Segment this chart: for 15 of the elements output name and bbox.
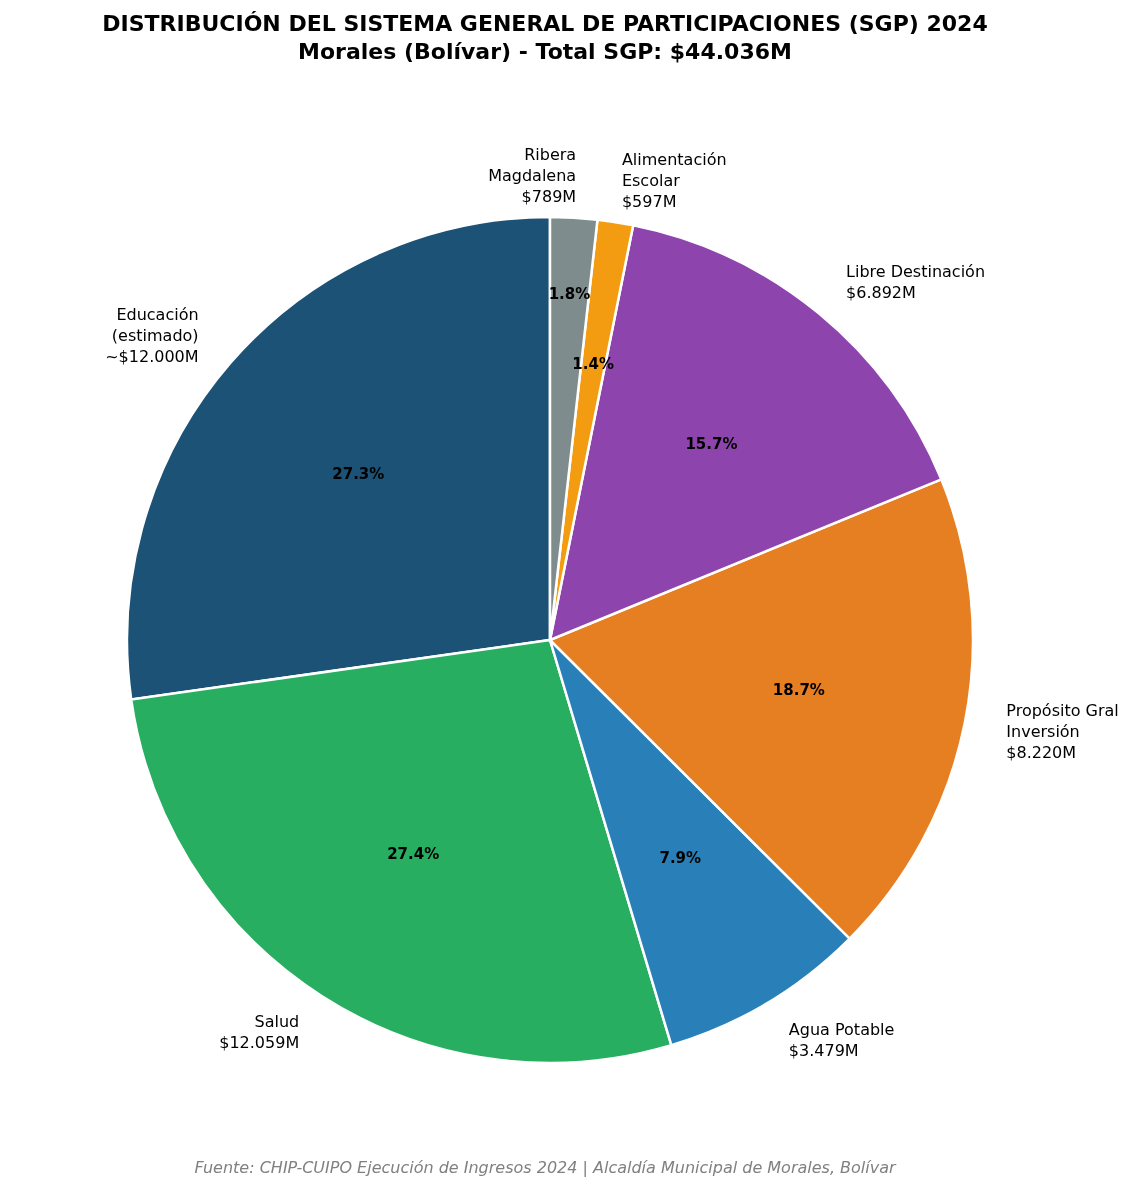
- data-label: 27.3%: [332, 464, 385, 483]
- chart-title: DISTRIBUCIÓN DEL SISTEMA GENERAL DE PARTICIPACIONES (SGP) 2024: [101, 10, 989, 38]
- slice-label: Salud $12.059M: [219, 1011, 300, 1052]
- slice-label: Alimentación Escolar $597M: [621, 149, 727, 211]
- slice-label: Propósito Gral Inversión $8.220M: [1006, 700, 1119, 762]
- data-label: 18.7%: [772, 680, 825, 699]
- slice-label: Libre Destinación $6.892M: [846, 261, 986, 302]
- source-note: Fuente: CHIP-CUIPO Ejecución de Ingresos 2024 | Alcaldía Municipal de Morales, Bolívar: [193, 1158, 898, 1177]
- chart-subtitle: Morales (Bolívar) - Total SGP: $44.036M: [297, 38, 793, 66]
- slice-label: Educación (estimado) ~$12.000M: [105, 304, 199, 366]
- data-label: 15.7%: [685, 435, 738, 454]
- data-label: 7.9%: [659, 848, 702, 867]
- slice-label: Ribera Magdalena $789M: [488, 144, 577, 206]
- slice-label: Agua Potable $3.479M: [788, 1019, 895, 1060]
- data-label: 27.4%: [387, 844, 440, 863]
